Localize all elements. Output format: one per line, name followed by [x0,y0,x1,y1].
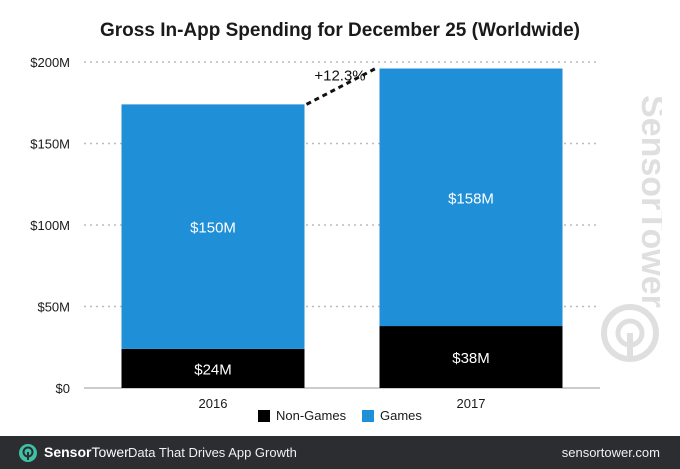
bar-games-2016 [121,104,305,349]
data-label: $150M [190,220,236,237]
legend-label-non-games: Non-Games [276,408,347,423]
growth-connector [305,67,377,106]
bar-non-games-2016 [121,348,305,388]
bar-games-2017 [379,68,563,327]
x-tick-label: 2016 [199,396,228,411]
chart-title: Gross In-App Spending for December 25 (W… [100,20,580,41]
watermark-text: SensorTower [634,95,662,308]
y-tick-label: $200M [30,55,70,70]
footer-bar: SensorTower Data That Drives App Growth … [0,436,680,469]
footer-brand: SensorTower [44,444,129,460]
x-tick-label: 2017 [457,396,486,411]
data-label: $158M [448,190,494,207]
footer-brand-sensor: Sensor [44,444,92,460]
footer-brand-tower: Tower [91,444,129,460]
legend-label-games: Games [380,408,422,423]
legend-swatch-games [362,410,374,422]
bar-non-games-2017 [379,326,563,388]
y-tick-label: $50M [37,300,70,315]
data-label: $38M [452,350,490,367]
sensortower-logo-icon [19,444,37,462]
legend-swatch-non-games [258,410,270,422]
sensortower-watermark: SensorTower [601,95,662,362]
chart-area: $0 $50M $100M $150M $200M $24M $150M 2016 $38M $1… [30,55,600,411]
footer-tagline: Data That Drives App Growth [128,445,297,460]
watermark-logo-icon [601,304,659,362]
y-tick-label: $100M [30,218,70,233]
data-label: $24M [194,361,232,378]
footer-site-link[interactable]: sensortower.com [561,445,660,460]
growth-annotation: +12.3% [314,67,365,84]
legend-item-non-games: Non-Games [258,408,346,423]
legend: Non-Games Games [0,408,680,426]
legend-item-games: Games [362,408,422,423]
y-tick-label: $0 [56,381,70,396]
y-tick-label: $150M [30,137,70,152]
